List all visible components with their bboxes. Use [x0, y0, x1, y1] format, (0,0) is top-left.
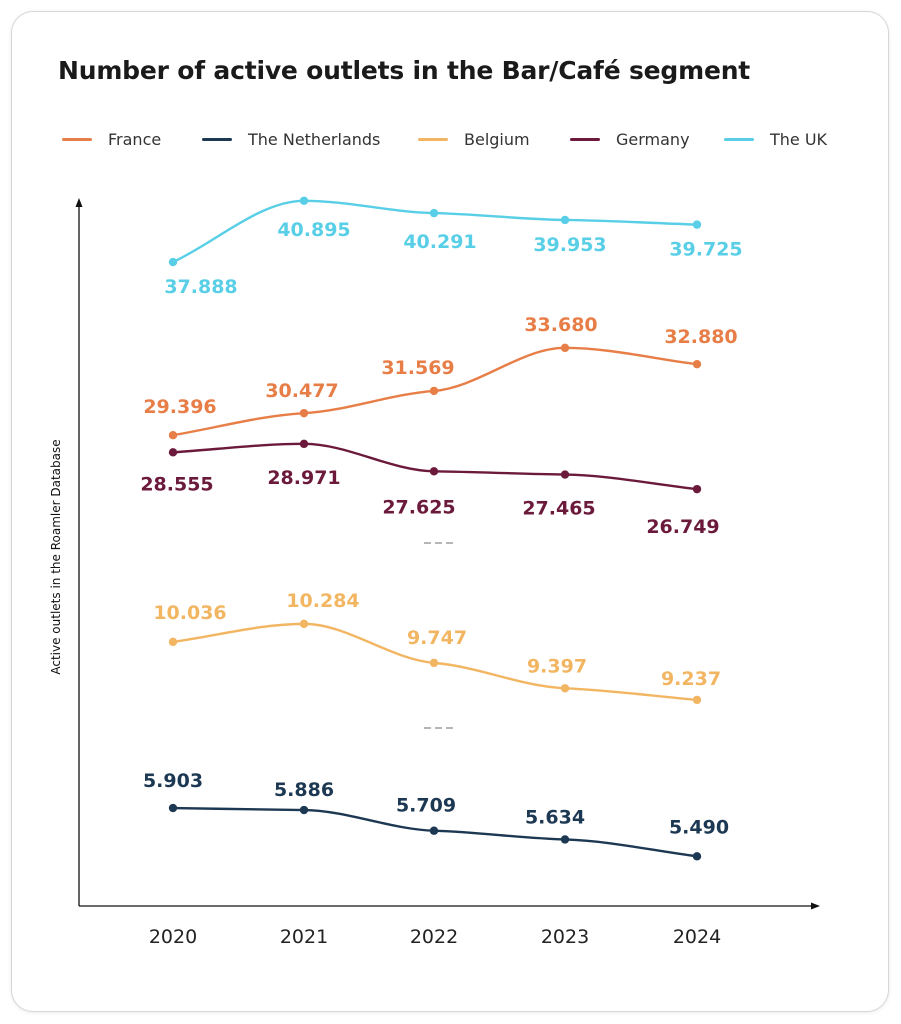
legend-item-germany: Germany	[570, 128, 690, 150]
data-label-the-uk-2020: 37.888	[164, 276, 237, 298]
data-label-the-uk-2023: 39.953	[533, 234, 606, 256]
legend-item-netherlands: The Netherlands	[202, 128, 380, 150]
data-label-the-netherlands-2020: 5.903	[143, 770, 203, 792]
legend-item-uk: The UK	[724, 128, 827, 150]
x-tick-label-2021: 2021	[280, 926, 328, 948]
data-point-the-uk-2020	[168, 257, 178, 267]
data-point-germany-2020	[168, 448, 178, 457]
data-label-germany-2023: 27.465	[522, 498, 595, 520]
data-label-france-2020: 29.396	[143, 396, 216, 418]
chart-title: Number of active outlets in the Bar/Café…	[58, 56, 751, 85]
data-label-france-2021: 30.477	[265, 380, 338, 402]
chart-card	[11, 11, 889, 1012]
data-point-the-uk-2022	[429, 208, 439, 218]
data-label-the-uk-2024: 39.725	[669, 239, 742, 261]
data-label-france-2022: 31.569	[381, 357, 454, 379]
data-point-the-netherlands-2024	[692, 852, 702, 861]
axes: Active outlets in the Roamler Database 20…	[49, 198, 820, 948]
data-point-belgium-2020	[168, 637, 178, 647]
data-point-france-2021	[299, 408, 309, 418]
data-point-belgium-2024	[692, 695, 702, 705]
data-point-the-netherlands-2021	[299, 805, 309, 815]
data-label-germany-2021: 28.971	[267, 467, 340, 489]
legend-label-uk: The UK	[770, 129, 828, 149]
x-tick-label-2024: 2024	[673, 926, 721, 948]
data-label-the-uk-2022: 40.291	[403, 231, 476, 253]
data-point-the-netherlands-2022	[429, 826, 439, 835]
data-label-belgium-2024: 9.237	[661, 668, 721, 690]
legend-item-france: France	[62, 128, 161, 150]
data-point-germany-2022	[429, 467, 439, 476]
data-point-the-uk-2024	[692, 220, 702, 229]
legend-label-france: France	[108, 129, 162, 149]
data-label-belgium-2022: 9.747	[407, 627, 467, 649]
data-point-the-netherlands-2020	[168, 803, 178, 813]
data-point-the-netherlands-2023	[560, 835, 570, 844]
data-label-germany-2024: 26.749	[646, 516, 719, 538]
data-point-france-2022	[429, 386, 439, 396]
data-label-belgium-2020: 10.036	[153, 602, 226, 624]
data-label-the-netherlands-2024: 5.490	[669, 816, 729, 838]
legend-item-belgium: Belgium	[418, 128, 530, 150]
data-point-france-2023	[560, 343, 570, 353]
data-point-germany-2024	[692, 484, 702, 494]
data-point-the-uk-2023	[560, 215, 570, 225]
data-label-france-2023: 33.680	[524, 314, 597, 336]
chart-marks: 29.396 30.477 31.569 33.680 32.880 5.903 5.886…	[140, 196, 743, 861]
data-label-belgium-2021: 10.284	[286, 590, 359, 612]
data-label-belgium-2023: 9.397	[527, 655, 587, 677]
y-axis-label: Active outlets in the Roamler Database	[49, 439, 63, 674]
data-point-france-2020	[168, 430, 178, 440]
legend-swatch-uk	[724, 137, 754, 141]
x-tick-label-2020: 2020	[149, 926, 197, 948]
data-point-germany-2023	[560, 470, 570, 479]
legend: France The Netherlands Belgium Germany T…	[62, 128, 862, 150]
data-point-germany-2021	[299, 439, 309, 449]
legend-label-germany: Germany	[616, 129, 690, 149]
x-tick-label-2022: 2022	[410, 926, 458, 948]
data-point-france-2024	[692, 359, 702, 369]
data-point-belgium-2022	[429, 658, 439, 668]
data-point-belgium-2023	[560, 684, 570, 693]
x-axis-arrow	[811, 902, 820, 910]
legend-swatch-france	[62, 137, 92, 141]
data-label-the-uk-2021: 40.895	[277, 219, 350, 241]
legend-label-belgium: Belgium	[464, 129, 530, 149]
data-label-the-netherlands-2023: 5.634	[525, 806, 585, 828]
data-label-germany-2022: 27.625	[382, 496, 455, 518]
legend-swatch-belgium	[418, 137, 448, 141]
y-axis-arrow	[75, 198, 83, 207]
data-label-the-netherlands-2022: 5.709	[396, 795, 456, 817]
data-label-germany-2020: 28.555	[140, 473, 213, 495]
data-point-the-uk-2021	[299, 196, 309, 205]
legend-swatch-netherlands	[202, 137, 232, 141]
legend-label-netherlands: The Netherlands	[248, 129, 381, 149]
data-label-the-netherlands-2021: 5.886	[274, 779, 334, 801]
data-label-france-2024: 32.880	[664, 326, 737, 348]
legend-swatch-germany	[570, 137, 600, 141]
series-line-germany	[171, 442, 699, 491]
x-tick-label-2023: 2023	[541, 926, 589, 948]
data-point-belgium-2021	[299, 619, 309, 629]
